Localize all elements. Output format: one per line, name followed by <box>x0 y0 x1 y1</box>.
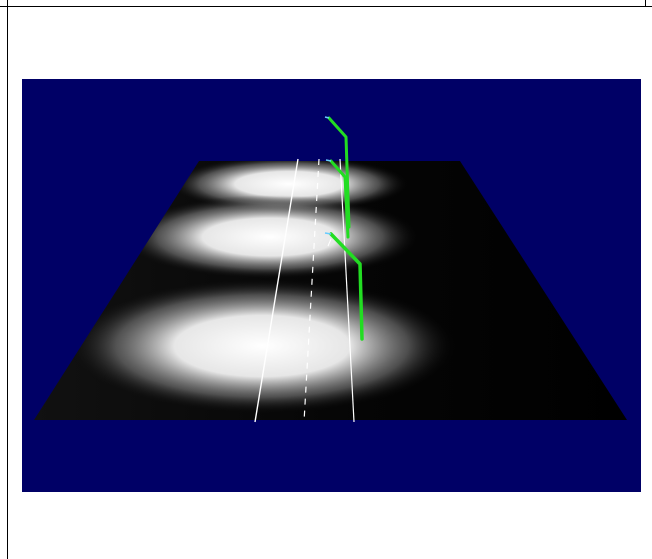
marker-middle[interactable] <box>329 159 350 239</box>
3d-viewport[interactable] <box>22 79 641 492</box>
lane-line-left <box>254 158 299 423</box>
window-top-border <box>0 6 652 7</box>
marker-near-tip <box>324 232 332 235</box>
window-left-border <box>7 0 8 559</box>
marker-near-shadow <box>327 238 332 247</box>
lane-line-center <box>303 158 320 423</box>
scene-canvas[interactable] <box>22 79 641 492</box>
marker-near[interactable] <box>329 232 364 341</box>
marker-middle-tip <box>325 159 332 162</box>
window-right-border <box>645 0 646 7</box>
spotlight-near <box>67 278 457 414</box>
marker-far[interactable] <box>327 116 351 229</box>
lane-line-right <box>339 158 355 423</box>
marker-far-tip <box>324 116 330 119</box>
